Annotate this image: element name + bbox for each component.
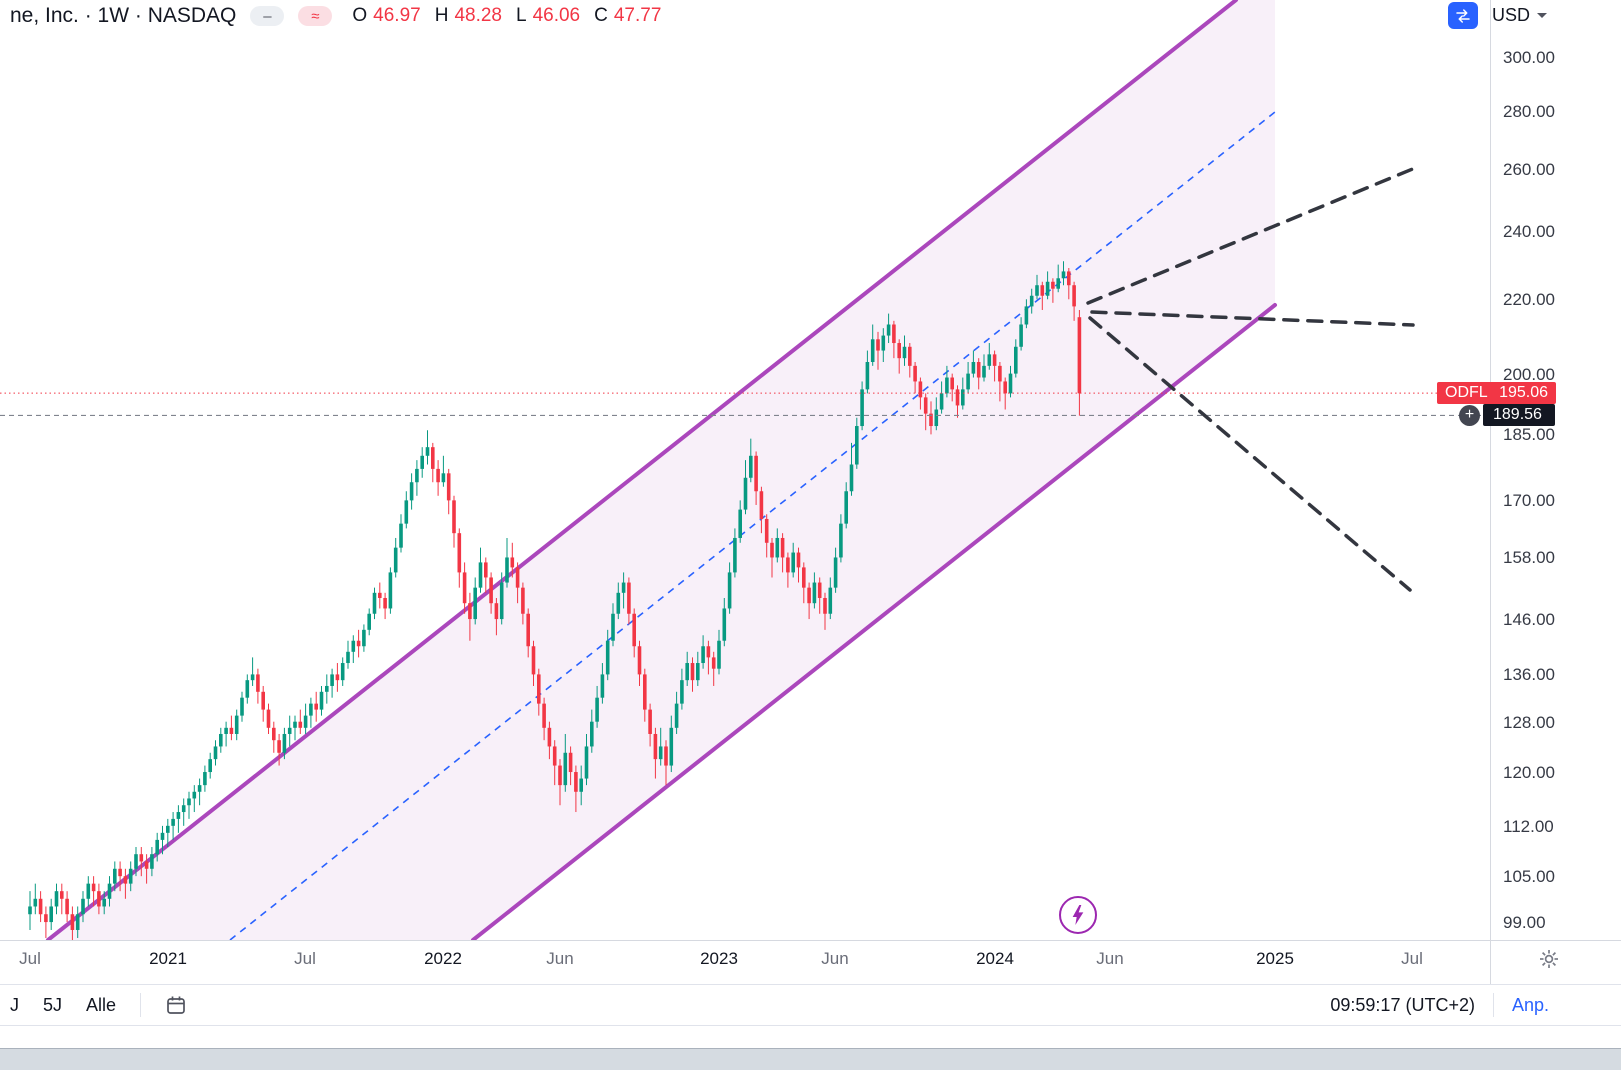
ohlc-open-label: O <box>352 5 368 26</box>
last-price-value: 195.06 <box>1499 384 1548 402</box>
toolbar-right: 09:59:17 (UTC+2) Anp. <box>1330 993 1621 1017</box>
currency-conversion-button[interactable] <box>1448 2 1478 29</box>
ohlc-close-value: 47.77 <box>613 5 662 26</box>
lightning-button[interactable] <box>1059 896 1097 934</box>
toolbar-divider <box>140 993 142 1017</box>
minus-icon: – <box>263 7 272 25</box>
time-axis[interactable]: Jul 2021 Jul 2022 Jun 2023 Jun 2024 Jun 2025 Jul <box>0 940 1490 985</box>
crosshair-price-label: + 189.56 <box>1459 404 1555 427</box>
currency-controls: USD <box>1448 2 1548 29</box>
price-tick-label: 146.00 <box>1503 610 1555 630</box>
trend-channel[interactable] <box>46 0 1277 940</box>
price-tick-label: 170.00 <box>1503 491 1555 511</box>
time-tick-label: 2024 <box>976 949 1014 968</box>
time-tick-label: Jun <box>1096 949 1124 968</box>
time-tick-label: 2023 <box>700 949 738 968</box>
price-tick-label: 220.00 <box>1503 290 1555 310</box>
ohlc-readout: O 46.97 H 48.28 L 46.06 C 47.77 <box>352 5 669 27</box>
ohlc-open-value: 46.97 <box>373 5 421 26</box>
symbol-title[interactable]: ne, Inc. · 1W · NASDAQ <box>10 4 237 27</box>
time-tick-label: Jul <box>19 949 41 968</box>
range-button-alle[interactable]: Alle <box>86 994 117 1015</box>
last-price-symbol: ODFL <box>1445 384 1488 402</box>
time-tick-label: 2021 <box>149 949 187 968</box>
clock-readout[interactable]: 09:59:17 (UTC+2) <box>1330 994 1475 1015</box>
last-price-label: ODFL 195.06 <box>1437 382 1556 405</box>
projection-lines[interactable] <box>1086 166 1417 592</box>
time-tick-label: Jul <box>1401 949 1423 968</box>
time-tick-label: 2022 <box>424 949 462 968</box>
ohlc-close-label: C <box>594 5 608 26</box>
bottom-toolbar: J 5J Alle 09:59:17 (UTC+2) Anp. <box>0 984 1621 1026</box>
price-axis[interactable]: 300.00 280.00 260.00 240.00 220.00 200.00 185.… <box>1490 0 1621 940</box>
price-tick-label: 128.00 <box>1503 712 1555 732</box>
price-tick-label: 200.00 <box>1503 364 1555 384</box>
calendar-icon <box>167 996 185 1014</box>
lightning-icon <box>1072 905 1084 925</box>
range-button-1j[interactable]: J <box>10 994 19 1015</box>
go-to-date-button[interactable] <box>165 994 187 1016</box>
price-tick-label: 240.00 <box>1503 222 1555 242</box>
currency-value: USD <box>1492 5 1531 25</box>
time-tick-label: Jun <box>546 949 574 968</box>
axis-corner <box>1490 940 1621 985</box>
time-tick-label: 2025 <box>1256 949 1294 968</box>
toolbar-divider <box>1492 993 1494 1017</box>
crosshair-price-value: 189.56 <box>1483 404 1555 427</box>
price-tick-label: 158.00 <box>1503 548 1555 568</box>
price-tick-label: 300.00 <box>1503 48 1555 68</box>
channel-midline[interactable] <box>229 111 1276 940</box>
price-tick-label: 136.00 <box>1503 665 1555 685</box>
settings-gear-icon[interactable] <box>1538 948 1560 970</box>
window-bottom-strip <box>0 1048 1621 1070</box>
currency-dropdown[interactable]: USD <box>1492 5 1548 26</box>
ohlc-high-value: 48.28 <box>454 5 502 26</box>
ohlc-low-value: 46.06 <box>532 5 581 26</box>
price-tick-label: 120.00 <box>1503 763 1555 783</box>
price-tick-label: 280.00 <box>1503 102 1555 122</box>
chart-legend: ne, Inc. · 1W · NASDAQ – ≈ O 46.97 H 48.28… <box>10 2 669 30</box>
time-tick-label: Jul <box>294 949 316 968</box>
price-tick-label: 260.00 <box>1503 159 1555 179</box>
approx-icon: ≈ <box>311 7 320 25</box>
range-buttons: J 5J Alle <box>0 993 187 1017</box>
plus-alert-icon[interactable]: + <box>1459 404 1480 426</box>
ohlc-high-label: H <box>434 5 449 26</box>
price-tick-label: 99.00 <box>1503 913 1546 933</box>
ohlc-low-label: L <box>516 5 527 26</box>
price-tick-label: 112.00 <box>1503 816 1554 836</box>
candlestick-chart[interactable] <box>0 0 1490 940</box>
caret-down-icon <box>1537 13 1548 18</box>
chart-pane[interactable]: ne, Inc. · 1W · NASDAQ – ≈ O 46.97 H 48.28… <box>0 0 1490 940</box>
visibility-pill[interactable]: – <box>250 6 285 26</box>
swap-arrows-icon <box>1456 8 1470 23</box>
time-tick-label: Jun <box>821 949 849 968</box>
range-button-5j[interactable]: 5J <box>43 994 63 1015</box>
price-tick-label: 185.00 <box>1503 425 1555 445</box>
candles-layer <box>28 261 1082 940</box>
approx-pill[interactable]: ≈ <box>298 6 333 26</box>
price-tick-label: 105.00 <box>1503 867 1555 887</box>
customize-link[interactable]: Anp. <box>1511 994 1549 1015</box>
